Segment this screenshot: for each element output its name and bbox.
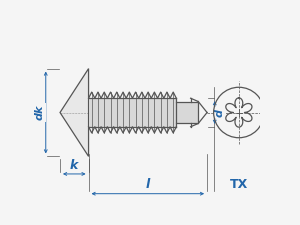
Text: d: d <box>214 108 225 117</box>
Text: TX: TX <box>230 178 248 191</box>
Text: l: l <box>146 178 150 191</box>
Text: k: k <box>70 159 79 172</box>
Bar <box>176 101 198 124</box>
Text: dk: dk <box>34 105 45 120</box>
Bar <box>88 98 176 127</box>
Polygon shape <box>60 69 88 156</box>
